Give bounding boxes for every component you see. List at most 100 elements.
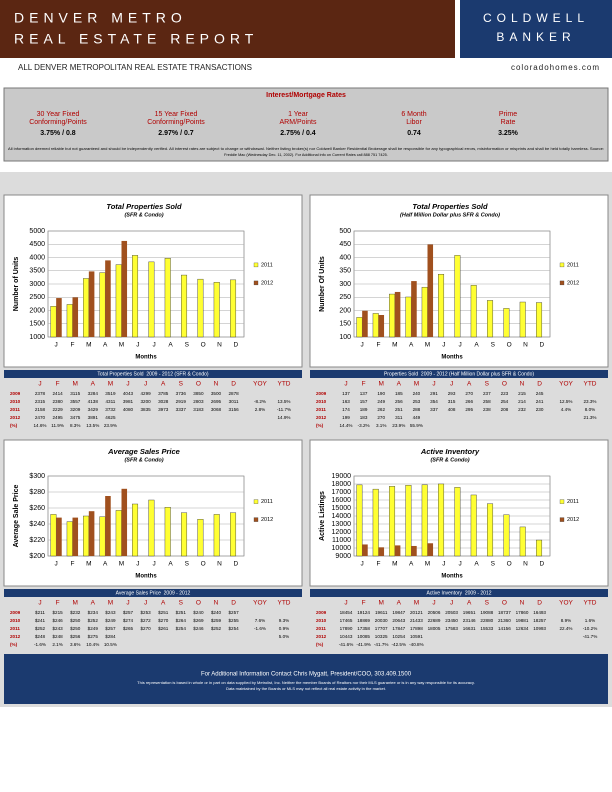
bar xyxy=(411,545,417,556)
table-cell: 189 xyxy=(360,407,368,412)
x-tick-label: N xyxy=(217,342,222,349)
table-cell: 223 xyxy=(501,391,509,396)
legend-swatch xyxy=(559,499,565,504)
table-header: S xyxy=(179,381,184,388)
table-header: S xyxy=(485,381,490,388)
row-label: 2011 xyxy=(10,626,20,631)
bar xyxy=(83,515,90,557)
rates-disclaimer: Freddie Mac (Wednesday Dec. 11, 2002). F… xyxy=(224,153,388,157)
table-cell: -40.8% xyxy=(409,642,424,647)
table-header: N xyxy=(214,600,219,607)
table-cell: 0.9% xyxy=(279,626,289,631)
table-cell: $270 xyxy=(158,618,169,623)
row-label: (%) xyxy=(10,642,18,647)
table-cell: 185 xyxy=(395,391,403,396)
row-label: 2009 xyxy=(316,391,327,396)
legend-swatch xyxy=(559,280,565,286)
x-tick-label: J xyxy=(136,561,139,568)
table-cell: 2380 xyxy=(52,399,63,404)
table-cell: $249 xyxy=(88,626,99,631)
x-tick-label: M xyxy=(86,342,91,349)
table-cell: 12.5% xyxy=(559,399,572,404)
x-tick-label: F xyxy=(377,561,381,568)
row-label: 2010 xyxy=(10,618,21,623)
table-cell: 408 xyxy=(448,407,456,412)
y-tick-label: 4000 xyxy=(29,254,45,261)
legend-swatch xyxy=(253,280,259,286)
legend-label: 2011 xyxy=(567,262,579,268)
table-cell: 4311 xyxy=(105,399,115,404)
table-cell: 163 xyxy=(342,399,350,404)
table-header: YOY xyxy=(253,600,267,607)
table-cell: 2695 xyxy=(211,399,222,404)
x-tick-label: N xyxy=(523,342,528,349)
table-header: A xyxy=(467,600,472,607)
x-tick-label: M xyxy=(86,561,91,568)
y-axis-label: Number of Units xyxy=(13,257,20,312)
table-cell: 2.1% xyxy=(52,642,62,647)
table-cell: 315 xyxy=(448,399,456,404)
x-tick-label: M xyxy=(425,342,430,349)
y-tick-label: 2000 xyxy=(29,307,45,314)
table-header: J xyxy=(344,381,347,388)
chart-title: Average Sales Price xyxy=(107,447,180,456)
table-cell: -1.6% xyxy=(34,642,46,647)
table-header: J xyxy=(144,600,147,607)
table-cell: $215 xyxy=(52,610,63,615)
table-cell: -41.7% xyxy=(583,634,598,639)
table-header: D xyxy=(537,381,542,388)
y-tick-label: $280 xyxy=(29,489,45,496)
table-cell: -41.7% xyxy=(374,642,389,647)
footer-note: This representation is based in whole or… xyxy=(137,680,475,685)
legend-label: 2012 xyxy=(567,280,579,286)
table-cell: 17847 xyxy=(392,626,405,631)
table-header: YOY xyxy=(559,381,573,388)
bar xyxy=(56,298,62,337)
table-cell: 4625 xyxy=(105,415,116,420)
rates-title: Interest/Mortgage Rates xyxy=(266,92,346,99)
table-title-bar xyxy=(310,589,608,597)
bar xyxy=(72,297,79,337)
table-header: O xyxy=(502,600,507,607)
y-tick-label: 300 xyxy=(339,281,351,288)
bar xyxy=(115,264,122,338)
bar xyxy=(99,272,106,338)
table-cell: 14.4% xyxy=(339,423,352,428)
table-cell: 14156 xyxy=(498,626,511,631)
table-title-bar xyxy=(310,370,608,378)
table-cell: 4.4% xyxy=(561,407,571,412)
table-header: F xyxy=(56,381,60,388)
table-cell: $250 xyxy=(70,626,81,631)
table-cell: 16493 xyxy=(533,610,546,615)
bar xyxy=(105,260,111,337)
table-cell: 10085 xyxy=(357,634,370,639)
bar xyxy=(132,255,139,338)
table-cell: 2158 xyxy=(35,407,46,412)
x-tick-label: D xyxy=(233,342,238,349)
x-tick-label: A xyxy=(103,561,108,568)
table-cell: $249 xyxy=(105,618,116,623)
y-tick-label: 9000 xyxy=(335,553,351,560)
table-header: J xyxy=(38,381,41,388)
row-label: 2010 xyxy=(316,399,327,404)
table-cell: 3115 xyxy=(70,391,80,396)
table-header: A xyxy=(397,600,402,607)
table-cell: $246 xyxy=(52,618,63,623)
x-tick-label: J xyxy=(153,561,156,568)
table-cell: 3.6% xyxy=(70,642,80,647)
x-tick-label: D xyxy=(539,342,544,349)
table-cell: 20506 xyxy=(428,610,441,615)
table-cell: -1.6% xyxy=(254,626,266,631)
table-cell: 2414 xyxy=(52,391,63,396)
table-cell: $272 xyxy=(140,618,151,623)
y-tick-label: 11000 xyxy=(332,537,351,544)
bar xyxy=(356,484,363,557)
y-axis-label: Number Of Units xyxy=(319,256,326,312)
table-cell: 22880 xyxy=(480,618,493,623)
table-cell: 4043 xyxy=(123,391,134,396)
table-header: YTD xyxy=(584,381,597,388)
row-label: 2012 xyxy=(316,634,327,639)
table-header: M xyxy=(414,381,419,388)
table-cell: 10.4% xyxy=(86,642,99,647)
